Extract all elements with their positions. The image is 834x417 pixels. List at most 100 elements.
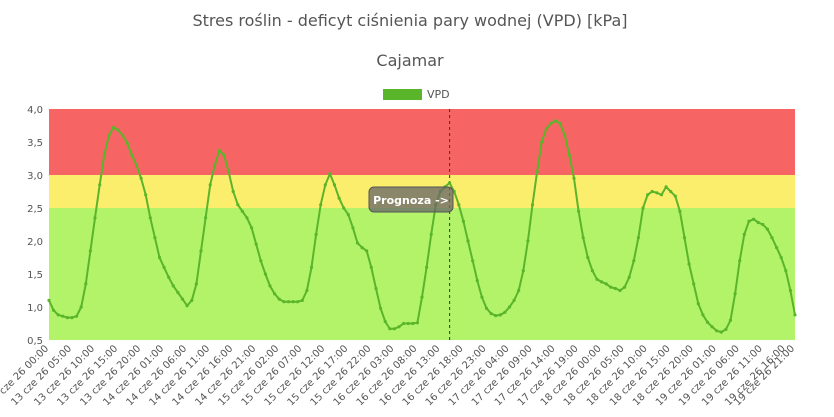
data-point	[549, 121, 553, 126]
y-tick-label: 1,0	[27, 303, 43, 314]
data-point	[770, 236, 774, 240]
data-point	[503, 310, 507, 314]
data-point	[314, 232, 318, 236]
data-point	[530, 203, 535, 207]
data-point	[250, 226, 254, 230]
data-point	[641, 206, 645, 210]
data-point	[701, 313, 705, 317]
data-point	[388, 327, 392, 331]
forecast-annotation: Prognoza ->	[368, 186, 454, 213]
data-point	[56, 313, 60, 317]
data-point	[98, 183, 102, 187]
data-point	[471, 259, 475, 263]
data-point	[595, 277, 599, 281]
data-point	[788, 288, 793, 293]
data-point	[52, 308, 56, 312]
legend-label-vpd[interactable]: VPD	[427, 88, 450, 101]
data-point	[125, 141, 129, 145]
data-point	[636, 236, 641, 240]
data-point	[724, 327, 728, 331]
data-point	[756, 220, 760, 225]
data-point	[765, 227, 770, 231]
band-0	[49, 208, 795, 340]
legend-swatch-vpd[interactable]	[383, 89, 422, 100]
y-tick-label: 2,0	[27, 237, 43, 248]
data-point	[397, 325, 401, 329]
data-point	[673, 194, 677, 198]
data-point	[194, 282, 198, 286]
data-point	[245, 216, 249, 220]
data-point	[342, 206, 346, 210]
data-point	[88, 249, 92, 253]
data-point	[121, 133, 125, 137]
data-point	[402, 321, 406, 326]
data-point	[687, 262, 691, 266]
data-point	[277, 297, 281, 301]
data-point	[581, 236, 585, 240]
data-point	[227, 170, 231, 174]
data-point	[346, 213, 350, 217]
y-tick-label: 1,5	[27, 270, 43, 281]
data-point	[733, 292, 737, 296]
legend[interactable]: VPD	[383, 88, 450, 101]
data-point	[715, 329, 719, 333]
data-point	[669, 189, 673, 194]
data-point	[512, 298, 516, 302]
data-point	[521, 269, 525, 273]
data-point	[659, 193, 664, 197]
data-point	[111, 125, 116, 130]
x-tick-label: 19 cze 26 21:00	[732, 343, 797, 408]
data-point	[268, 284, 272, 288]
data-point	[728, 318, 733, 322]
data-point	[719, 330, 723, 334]
data-point	[507, 305, 512, 309]
data-point	[148, 216, 152, 220]
y-tick-label: 3,5	[27, 138, 43, 149]
y-axis: 0,5 1,0 1,5 2,0 2,5 3,0 3,5 4,0	[27, 105, 43, 347]
data-point	[337, 196, 341, 200]
data-point	[379, 306, 383, 310]
data-point	[553, 119, 558, 123]
data-point	[199, 249, 203, 253]
data-point	[176, 290, 180, 295]
data-point	[742, 232, 746, 236]
data-point	[623, 285, 627, 289]
data-point	[300, 298, 304, 302]
data-point	[204, 216, 208, 220]
y-tick-label: 0,5	[27, 336, 43, 347]
data-point	[273, 292, 277, 296]
data-point	[517, 288, 521, 293]
data-point	[618, 288, 622, 293]
y-tick-label: 4,0	[27, 105, 43, 116]
data-point	[600, 280, 604, 284]
data-point	[222, 153, 226, 157]
data-point	[240, 209, 244, 213]
data-point	[171, 284, 175, 288]
data-point	[231, 189, 235, 194]
data-point	[784, 269, 788, 273]
data-point	[369, 265, 373, 269]
data-point	[705, 320, 710, 324]
data-point	[544, 127, 548, 131]
data-point	[190, 298, 194, 302]
data-point	[779, 255, 783, 260]
data-point	[563, 133, 567, 137]
data-point	[392, 327, 396, 331]
data-point	[286, 300, 291, 304]
data-point	[664, 185, 668, 189]
data-point	[747, 219, 751, 223]
data-point	[162, 265, 166, 269]
data-point	[75, 314, 79, 318]
data-point	[420, 295, 424, 299]
data-point	[130, 153, 134, 157]
data-point	[793, 313, 797, 317]
data-point	[157, 255, 162, 260]
data-point	[484, 306, 489, 310]
data-point	[480, 295, 484, 299]
data-point	[180, 297, 185, 301]
data-point	[185, 304, 189, 308]
data-point	[761, 222, 765, 227]
forecast-label: Prognoza ->	[373, 194, 449, 207]
data-point	[134, 163, 139, 167]
data-point	[355, 241, 360, 245]
